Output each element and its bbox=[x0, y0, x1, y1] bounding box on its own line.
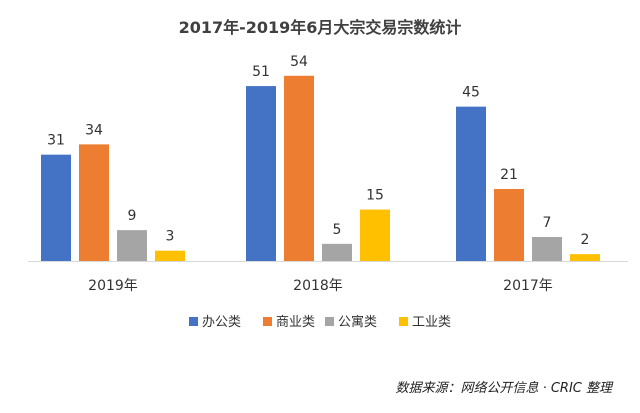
bar-2017年-商业类 bbox=[494, 188, 524, 261]
legend-swatch bbox=[263, 317, 272, 326]
x-axis-ticks: 2019年 2018年 2017年 bbox=[88, 278, 553, 294]
data-label: 51 bbox=[252, 64, 270, 80]
bar-2018年-公寓类 bbox=[322, 243, 352, 261]
bar-2019年-公寓类 bbox=[117, 230, 147, 261]
data-label: 7 bbox=[543, 215, 552, 231]
bar-2017年-公寓类 bbox=[532, 236, 562, 261]
source-note: 数据来源：网络公开信息 · CRIC 整理 bbox=[395, 380, 614, 396]
data-label: 31 bbox=[47, 133, 65, 149]
data-label: 34 bbox=[85, 122, 103, 138]
data-label: 54 bbox=[290, 54, 308, 70]
bar-2018年-办公类 bbox=[246, 86, 276, 261]
data-label: 15 bbox=[366, 188, 384, 204]
data-label: 5 bbox=[333, 222, 342, 238]
x-tick-label: 2018年 bbox=[293, 278, 343, 294]
legend: 办公类 商业类 公寓类 工业类 bbox=[189, 314, 451, 330]
legend-swatch bbox=[399, 317, 408, 326]
legend-label: 商业类 bbox=[276, 315, 315, 330]
bar-2019年-商业类 bbox=[79, 144, 109, 261]
legend-label: 工业类 bbox=[412, 315, 451, 330]
legend-swatch bbox=[189, 317, 198, 326]
legend-label: 公寓类 bbox=[338, 314, 377, 330]
bars-layer: 31 34 9 3 51 54 5 15 45 21 7 2 bbox=[41, 54, 600, 262]
data-label: 45 bbox=[462, 85, 480, 101]
bar-2018年-商业类 bbox=[284, 75, 314, 261]
bar-2017年-办公类 bbox=[456, 106, 486, 262]
x-tick-label: 2019年 bbox=[88, 278, 138, 294]
x-tick-label: 2017年 bbox=[503, 278, 553, 294]
bar-2019年-工业类 bbox=[155, 250, 185, 261]
bar-2017年-工业类 bbox=[570, 254, 600, 261]
data-label: 3 bbox=[166, 229, 175, 245]
data-label: 9 bbox=[128, 208, 137, 224]
legend-swatch bbox=[325, 317, 334, 326]
bar-2019年-办公类 bbox=[41, 154, 71, 261]
chart-title: 2017年-2019年6月大宗交易宗数统计 bbox=[179, 18, 462, 37]
legend-label: 办公类 bbox=[202, 315, 241, 330]
data-label: 21 bbox=[500, 167, 518, 183]
data-label: 2 bbox=[581, 232, 590, 248]
bar-2018年-工业类 bbox=[360, 209, 390, 261]
